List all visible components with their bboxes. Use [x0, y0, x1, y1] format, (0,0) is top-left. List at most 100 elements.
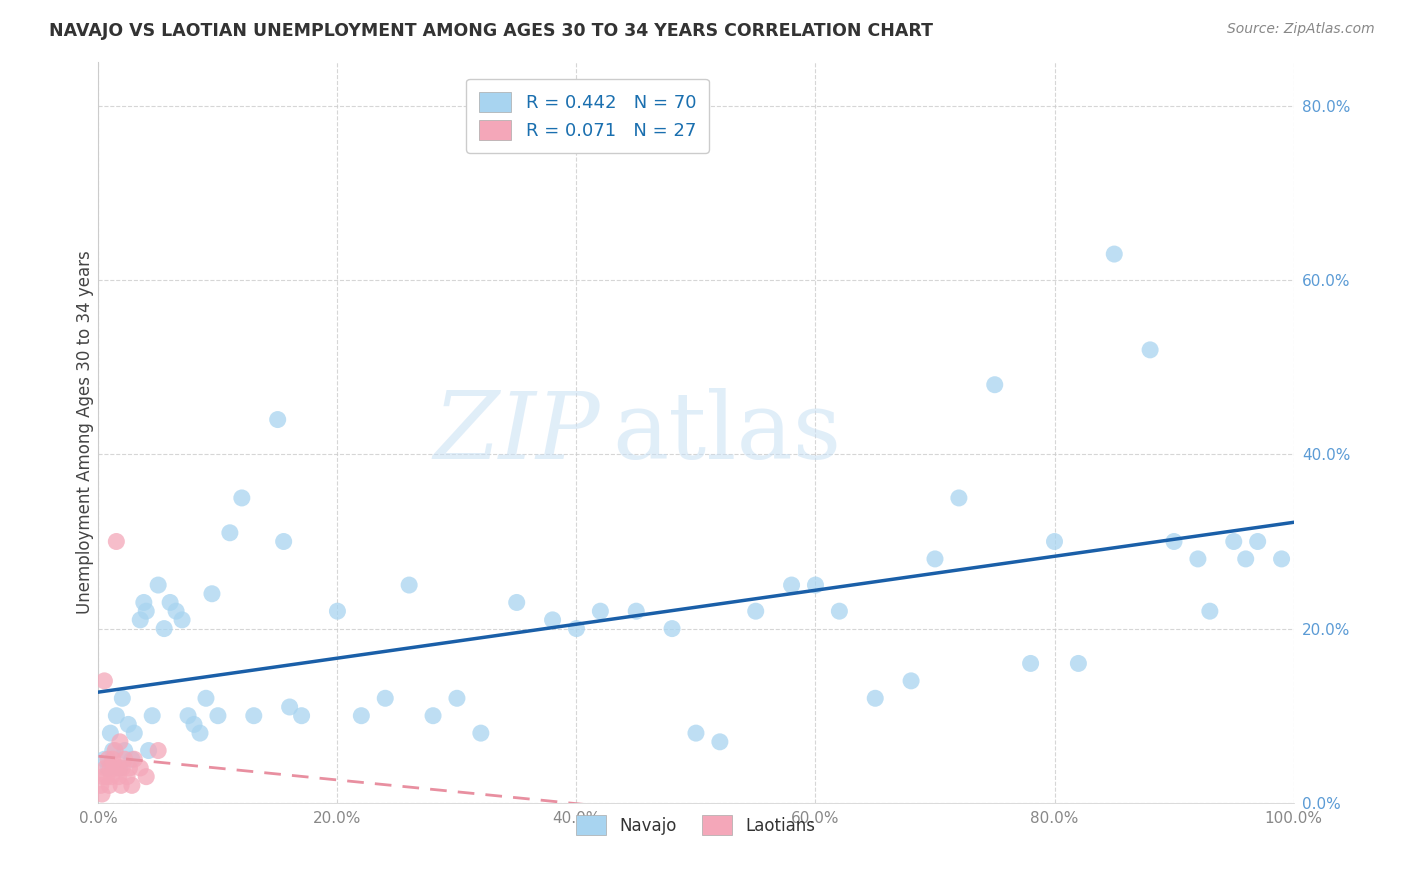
Point [219, 525, 242, 540]
Point [865, 691, 887, 706]
Point [129, 761, 152, 775]
Point [93, 752, 115, 766]
Point [91, 787, 114, 801]
Point [589, 604, 612, 618]
Point [900, 673, 922, 688]
Point [231, 491, 253, 505]
Point [132, 595, 155, 609]
Point [105, 708, 128, 723]
Point [188, 726, 211, 740]
Point [267, 412, 290, 426]
Point [350, 708, 373, 723]
Point [110, 778, 132, 792]
Point [96, 770, 118, 784]
Point [141, 708, 163, 723]
Point [828, 604, 851, 618]
Point [780, 578, 803, 592]
Point [201, 587, 224, 601]
Point [115, 770, 138, 784]
Point [97, 752, 120, 766]
Point [924, 552, 946, 566]
Point [104, 743, 127, 757]
Point [446, 691, 468, 706]
Point [138, 743, 160, 757]
Point [93, 673, 115, 688]
Point [273, 534, 295, 549]
Point [94, 761, 117, 775]
Point [1223, 534, 1246, 549]
Text: Source: ZipAtlas.com: Source: ZipAtlas.com [1227, 22, 1375, 37]
Point [118, 761, 141, 775]
Point [541, 613, 564, 627]
Point [1019, 657, 1042, 671]
Point [1187, 552, 1209, 566]
Point [177, 708, 200, 723]
Point [121, 778, 143, 792]
Point [103, 761, 125, 775]
Point [159, 595, 181, 609]
Point [626, 604, 648, 618]
Point [105, 534, 128, 549]
Point [745, 604, 768, 618]
Point [685, 726, 707, 740]
Point [243, 708, 266, 723]
Point [108, 761, 131, 775]
Point [111, 761, 134, 775]
Point [98, 778, 121, 792]
Point [101, 752, 124, 766]
Point [117, 717, 139, 731]
Text: atlas: atlas [613, 388, 842, 477]
Point [984, 377, 1007, 392]
Point [1104, 247, 1126, 261]
Point [1199, 604, 1222, 618]
Point [1043, 534, 1066, 549]
Point [148, 578, 170, 592]
Point [278, 700, 301, 714]
Point [135, 770, 157, 784]
Point [565, 622, 588, 636]
Point [948, 491, 970, 505]
Point [90, 778, 112, 792]
Point [111, 691, 134, 706]
Point [98, 761, 122, 775]
Text: NAVAJO VS LAOTIAN UNEMPLOYMENT AMONG AGES 30 TO 34 YEARS CORRELATION CHART: NAVAJO VS LAOTIAN UNEMPLOYMENT AMONG AGE… [49, 22, 934, 40]
Point [1247, 534, 1270, 549]
Point [165, 604, 187, 618]
Point [121, 752, 143, 766]
Point [661, 622, 683, 636]
Point [422, 708, 444, 723]
Point [326, 604, 349, 618]
Point [291, 708, 314, 723]
Point [1271, 552, 1294, 566]
Point [107, 761, 129, 775]
Legend: Navajo, Laotians: Navajo, Laotians [565, 804, 827, 847]
Point [183, 717, 205, 731]
Point [1163, 534, 1185, 549]
Text: ZIP: ZIP [433, 388, 600, 477]
Point [1139, 343, 1161, 357]
Point [107, 770, 129, 784]
Point [129, 613, 152, 627]
Point [101, 743, 124, 757]
Point [804, 578, 827, 592]
Point [1067, 657, 1090, 671]
Point [100, 770, 122, 784]
Point [148, 743, 170, 757]
Point [108, 735, 131, 749]
Point [97, 761, 120, 775]
Point [374, 691, 396, 706]
Point [91, 770, 114, 784]
Point [709, 735, 731, 749]
Point [124, 752, 146, 766]
Point [398, 578, 420, 592]
Point [195, 691, 218, 706]
Point [135, 604, 157, 618]
Point [114, 752, 136, 766]
Point [114, 743, 136, 757]
Point [172, 613, 194, 627]
Y-axis label: Unemployment Among Ages 30 to 34 years: Unemployment Among Ages 30 to 34 years [76, 251, 94, 615]
Point [1234, 552, 1257, 566]
Point [153, 622, 176, 636]
Point [506, 595, 529, 609]
Point [470, 726, 492, 740]
